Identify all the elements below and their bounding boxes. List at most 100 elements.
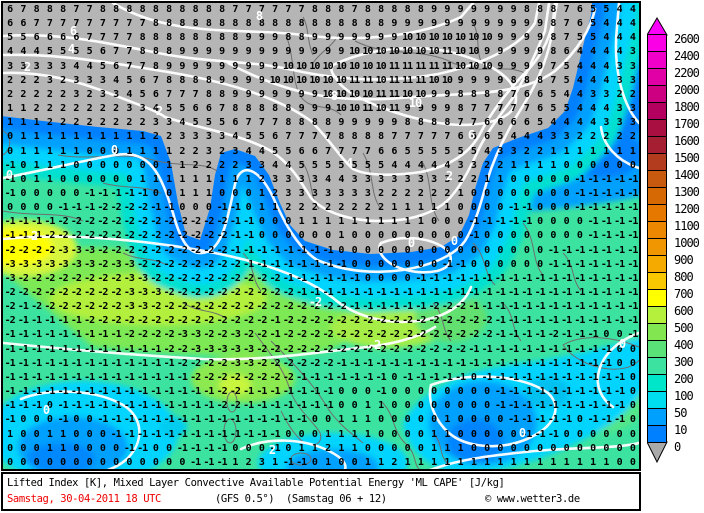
colorbar-tick-label: 700 bbox=[674, 287, 694, 301]
colorbar-tick-label: 400 bbox=[674, 338, 694, 352]
colorbar-cell bbox=[647, 204, 667, 222]
li-grid-row: -1 -1 -1 0 -1 -1 -1 -1 -1 -1 -1 -1 -1 -1 -1 -1 -2 -2 -1 -1-… bbox=[4, 400, 636, 412]
caption-model: (GFS 0.5°) bbox=[215, 493, 275, 505]
contour-label: 0 bbox=[518, 426, 526, 440]
colorbar-tick-label: 800 bbox=[674, 270, 694, 284]
colorbar-cell bbox=[647, 272, 667, 290]
li-grid-row: -1 -1 -1 -1 -2 -2 -2 -2 -2 -2 -2 -2 -2 -2 -2 -2 -2 -1 -1 0 0… bbox=[4, 216, 639, 228]
colorbar-tick-label: 1300 bbox=[674, 185, 700, 199]
colorbar-cell bbox=[647, 425, 667, 443]
colorbar-cell bbox=[647, 153, 667, 171]
colorbar-cell bbox=[647, 34, 667, 52]
colorbar-tick-label: 1000 bbox=[674, 236, 700, 250]
li-grid-row: -1 -1 -1 -1 -1 -1 -1 -1 -1 -1 -1 -1 -2 -2 -3 -3 -3 -3 -3 -2… bbox=[4, 343, 636, 355]
li-grid-row: -1 -1 -1 -1 -1 -1 -1 -1 -1 -1 -1 -1 -1 -1 -1 -1 -2 -2 -1 -1… bbox=[4, 386, 636, 398]
caption-credit: © www.wetter3.de bbox=[485, 493, 580, 505]
colorbar-cell bbox=[647, 85, 667, 103]
colorbar-cell bbox=[647, 357, 667, 375]
colorbar-cell bbox=[647, 136, 667, 154]
colorbar-cell bbox=[647, 391, 667, 409]
colorbar-cell bbox=[647, 323, 667, 341]
colorbar-tick-label: 100 bbox=[674, 389, 694, 403]
li-grid-row: 1 0 0 1 1 0 0 0 -1 -1 -1 -1 -1 -1 -1 -1 -1 -1 -1 -1 -1 0 0 0 1 1 1… bbox=[7, 428, 636, 440]
colorbar-cell bbox=[647, 68, 667, 86]
li-grid-row: 4 4 4 5 5 5 5 6 7 7 8 8 8 9 9 9 9 9 9 9 9 9 9 9 9 9 10 10 10 10 10 10 10… bbox=[7, 46, 636, 58]
contour-label: 2 bbox=[268, 443, 276, 457]
li-grid-row: -1 0 1 1 1 0 0 0 0 0 0 0 1 1 2 2 2 2 3 3 4 4 5 5 5 5 5 5 5 4 4 4 4 4 3 3 2 2 1… bbox=[4, 159, 636, 171]
colorbar-cell bbox=[647, 255, 667, 273]
contour-label: 0 bbox=[407, 236, 415, 250]
li-grid-row: 1 1 2 2 2 2 2 2 2 3 3 4 5 5 6 6 7 8 8 8 8 8 9 9 9 10 10 11 10 11 9 9 9 9 8… bbox=[7, 103, 636, 115]
li-grid-row: -3 -2 -2 -2 -2 -2 -2 -2 -2 -3 -3 -2 -2 -2 -2 -2 -2 -2 -2 -2… bbox=[4, 272, 639, 284]
li-grid-row: -2 -2 -2 -2 -3 -3 -3 -2 -2 -2 -2 -2 -2 -2 -2 -2 -2 -1 -1 -1… bbox=[4, 244, 639, 256]
colorbar-tick-label: 2200 bbox=[674, 66, 700, 80]
colorbar-tick-label: 1200 bbox=[674, 202, 700, 216]
contour-label: 2 bbox=[155, 104, 163, 118]
colorbar-tick-label: 1700 bbox=[674, 117, 700, 131]
colorbar-tick-label: 2400 bbox=[674, 49, 700, 63]
contour-label: 6 bbox=[467, 128, 475, 142]
li-grid-row: -3 -3 -3 -3 -3 -3 -3 -2 -3 -3 -2 -2 -2 -2 -2 -2 -2 -2 -1 -1… bbox=[4, 258, 639, 270]
contour-label: 0 bbox=[5, 168, 13, 182]
colorbar-cell bbox=[647, 119, 667, 137]
colorbar-tick-label: 2000 bbox=[674, 83, 700, 97]
li-grid-row: -1 0 0 0 0 0 -1 -1 -1 -1 -1 0 0 1 1 1 0 0 0 1 2 3 3 3 3 3 3 3 2 2 2 2 2 2… bbox=[4, 187, 639, 199]
colorbar-tick-label: 1800 bbox=[674, 100, 700, 114]
colorbar-cells bbox=[647, 34, 667, 443]
contour-label: 8 bbox=[330, 89, 338, 103]
cape-colorbar: 2600 2400 2200 2000 1800 1700 1600 1500 1400 1300… bbox=[646, 0, 704, 470]
colorbar-cell bbox=[647, 340, 667, 358]
contour-label: -2 bbox=[308, 295, 322, 309]
li-grid-row: 2 2 2 2 2 3 2 3 3 4 5 6 7 7 7 8 8 9 9 9 9 9 9 9 10 10 10 10 11 11 10 10… bbox=[7, 88, 636, 100]
colorbar-cell bbox=[647, 289, 667, 307]
li-grid-row: -2 -1 -1 -1 -1 -1 -2 -2 -2 -2 -2 -2 -2 -2 -2 -2 -2 -2 -2 -2… bbox=[4, 315, 639, 327]
contour-label: 4 bbox=[345, 156, 353, 170]
li-grid-row: -1 -1 -1 -1 -1 -1 -1 -1 -1 -2 -2 -2 -2 -3 -3 -2 -2 -3 -2 -2… bbox=[4, 329, 639, 341]
contour-label: 0 bbox=[110, 143, 118, 157]
colorbar-tick-label: 2600 bbox=[674, 32, 700, 46]
li-grid-row: 5 5 6 6 6 6 7 7 7 7 8 8 8 8 8 8 8 8 9 9 9 8 8 9 9 9 9 9 9 9 10 10 10 10 10… bbox=[7, 32, 636, 44]
li-grid-row: -1 -1 -1 -1 -1 -1 -1 -1 -1 -1 -1 -1 -1 -2 -2 -2 -2 -3 -3 -2… bbox=[4, 357, 636, 369]
caption-run: (Samstag 06 + 12) bbox=[286, 493, 387, 505]
colorbar-cell bbox=[647, 51, 667, 69]
contour-label: 2 bbox=[23, 60, 31, 74]
contour-label: 4 bbox=[67, 42, 75, 56]
colorbar-tick-label: 1100 bbox=[674, 219, 700, 233]
li-grid-row: -1 0 0 0 -1 0 0 -1 -1 -1 -1 -1 -1 -1 -1 -1 -1 -1 -1 -1 -1 -1-… bbox=[4, 414, 636, 426]
colorbar-tick-label: 900 bbox=[674, 253, 694, 267]
colorbar-arrow-top bbox=[647, 17, 668, 36]
colorbar-cell bbox=[647, 170, 667, 188]
colorbar-tick-label: 10 bbox=[674, 423, 687, 437]
colorbar-cell bbox=[647, 306, 667, 324]
colorbar-cell bbox=[647, 374, 667, 392]
lifted-index-contours bbox=[3, 3, 639, 469]
li-grid-row: 2 2 2 3 2 3 3 3 4 5 6 7 8 8 8 8 9 9 9 9 10 10 10 10 10 10 11 11 10 11… bbox=[7, 74, 636, 86]
contour-label: 0 bbox=[450, 234, 458, 248]
colorbar-arrow-bottom bbox=[647, 441, 668, 464]
li-grid-row: 3 3 3 3 3 4 4 5 6 7 7 8 9 9 9 9 9 9 9 9 9 10 10 10 10 10 10 10 10 11 1… bbox=[7, 60, 636, 72]
colorbar-cell bbox=[647, 102, 667, 120]
caption-box: Lifted Index [K], Mixed Layer Convective… bbox=[1, 472, 641, 511]
colorbar-cell bbox=[647, 408, 667, 426]
contour-label: 0 bbox=[42, 403, 50, 417]
colorbar-tick-label: 600 bbox=[674, 304, 694, 318]
contour-label: 6 bbox=[69, 24, 77, 38]
contour-label: -2 bbox=[24, 229, 38, 243]
li-grid-row: -1 -1 -1 -2 -2 -2 -2 -2 -2 -2 -2 -2 -2 -2 -2 -2 -2 -1 -1 0 0… bbox=[4, 230, 639, 242]
li-grid-row: -2 -1 -2 -2 -2 -2 -2 -2 -2 -3 -3 -2 -2 -2 -2 -2 -2 -2 -2 -2… bbox=[4, 301, 639, 313]
colorbar-tick-label: 200 bbox=[674, 372, 694, 386]
stable-airmass-gray bbox=[3, 3, 593, 254]
contour-label: 8 bbox=[255, 9, 263, 23]
li-grid-row: 0 0 0 0 0 0 0 0 0 0 0 0 0 0 -1 -1 -1 1 2 3 1 -1 -1 0 1 0 0 1 1 2 1 1 1 1 1… bbox=[7, 456, 636, 468]
contour-label: -2 bbox=[367, 338, 381, 352]
colorbar-cell bbox=[647, 238, 667, 256]
colorbar-tick-label: 1400 bbox=[674, 168, 700, 182]
map-field-layers bbox=[3, 3, 639, 469]
li-grid-row: -1 0 1 1 0 0 0 0 0 0 1 1 1 1 1 1 1 1 1 2 3 3 3 3 4 4 3 3 3 3 3 3 3 3 2 2 1 1 0… bbox=[4, 173, 639, 185]
